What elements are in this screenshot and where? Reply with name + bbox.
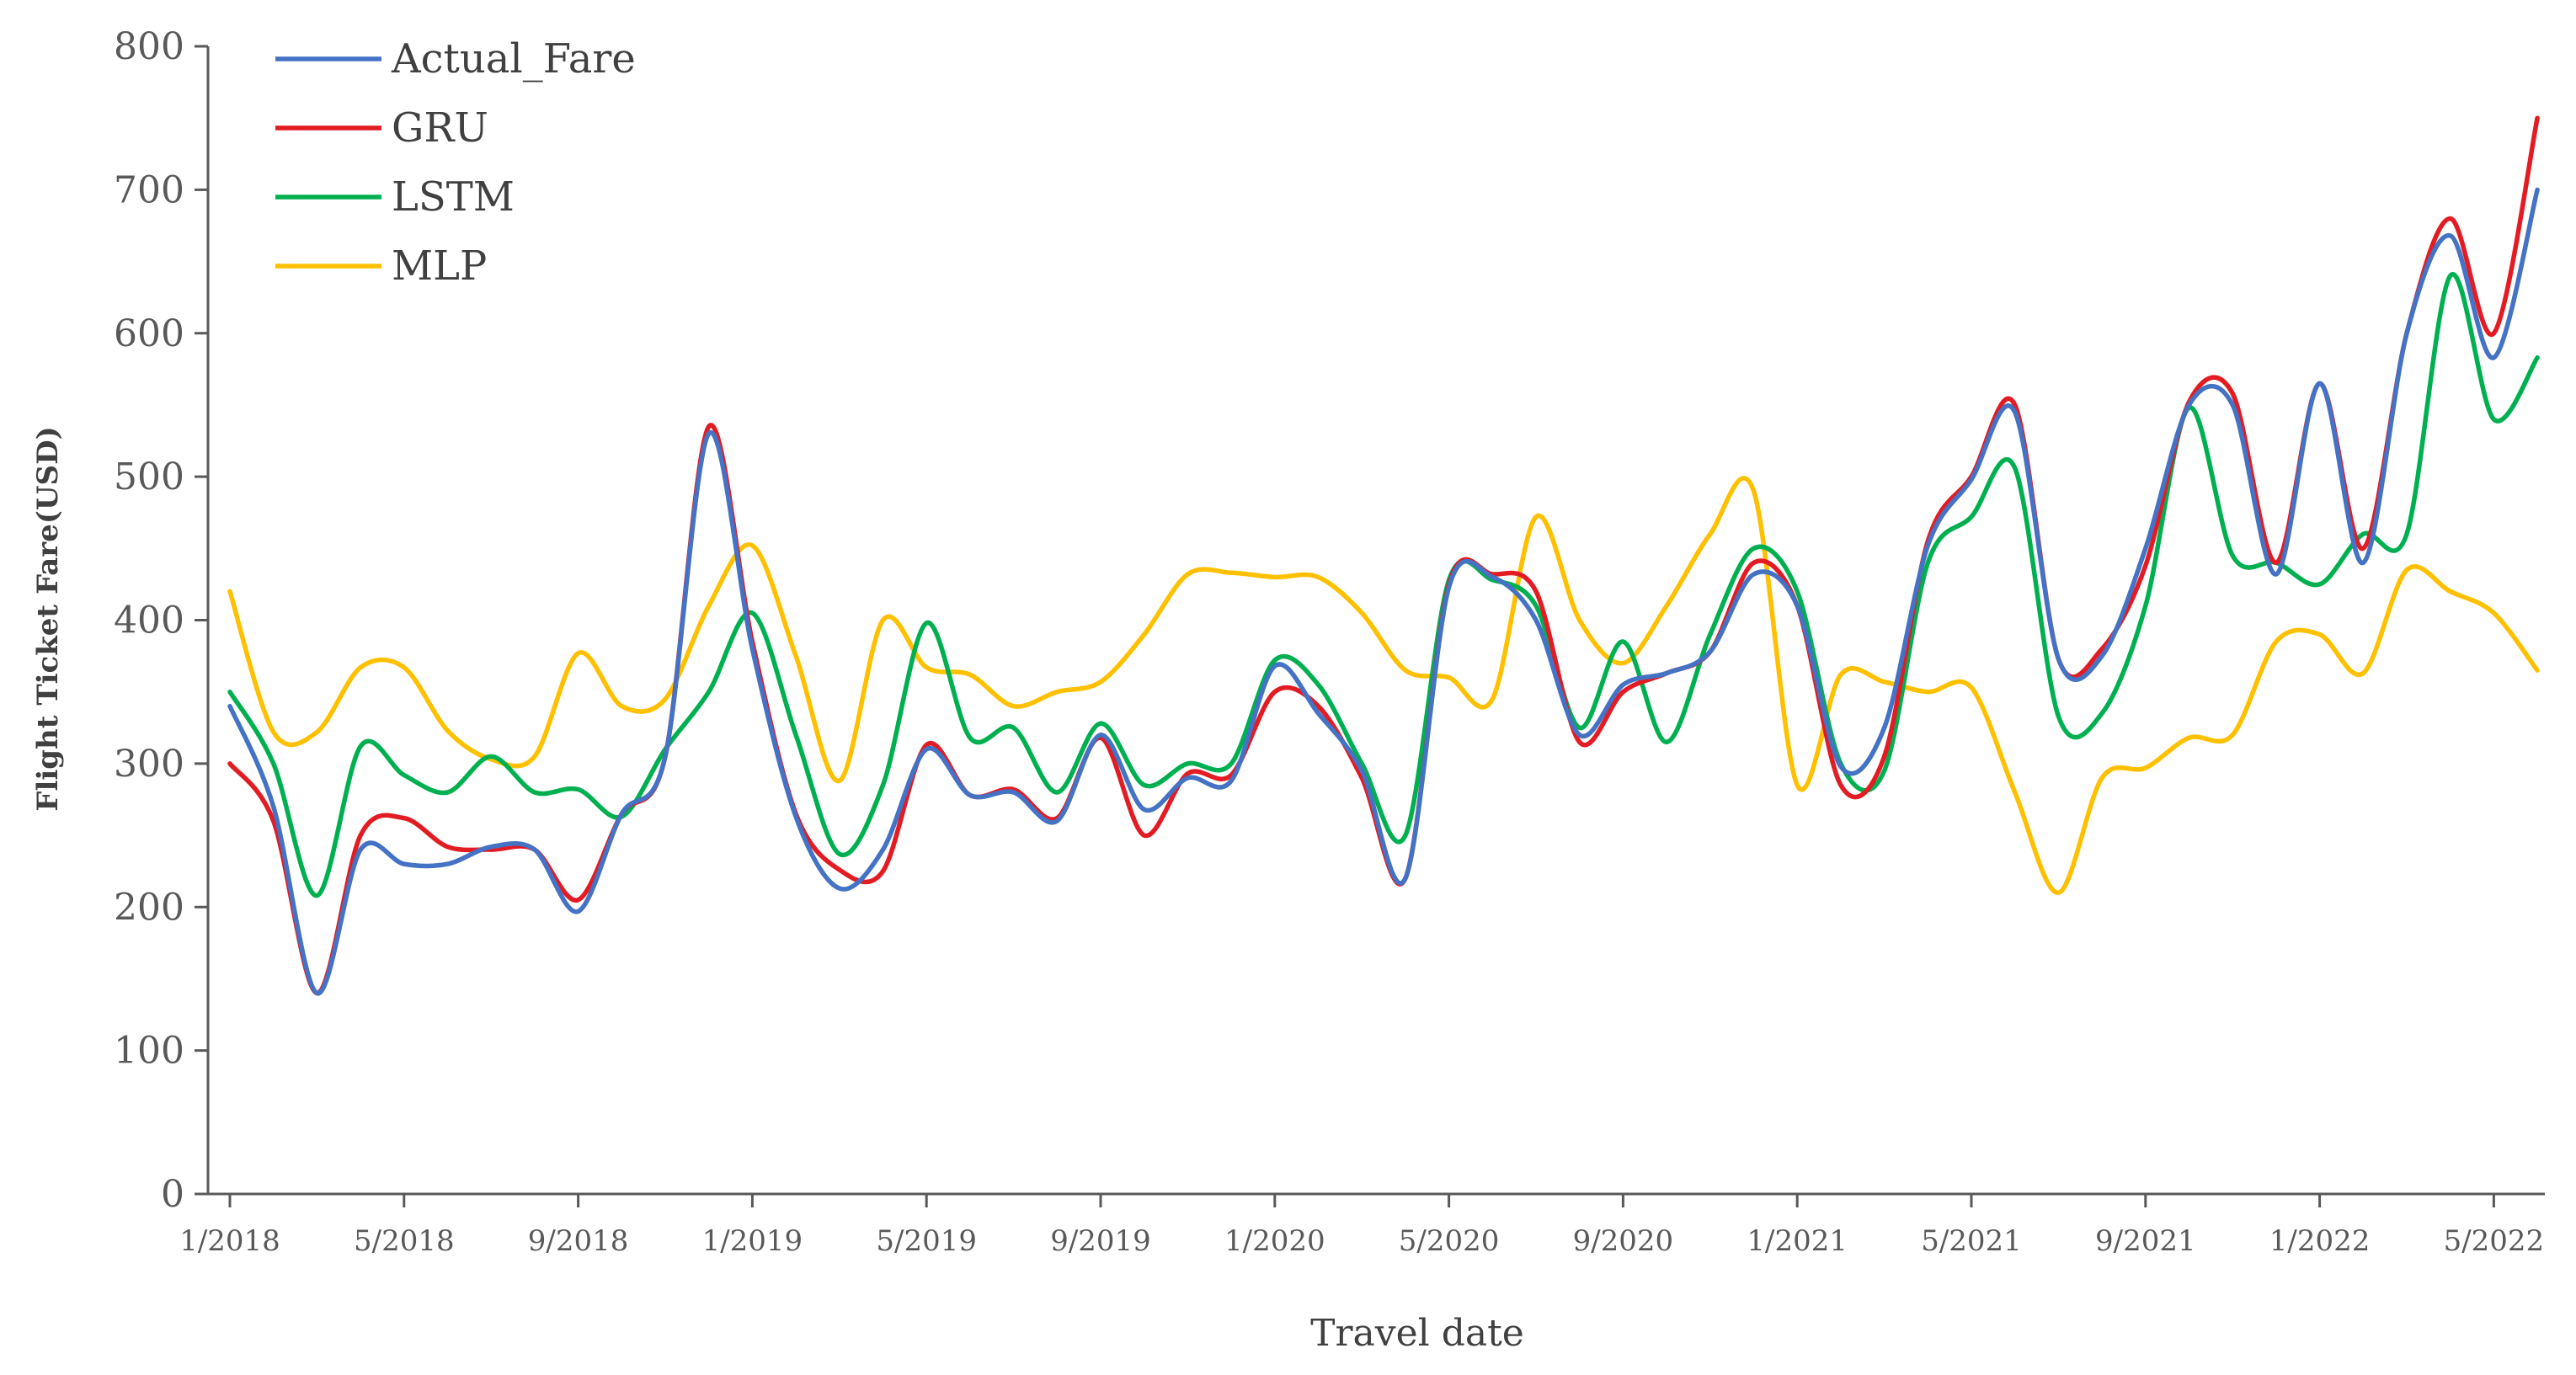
x-tick-label: 5/2021	[1921, 1224, 2022, 1258]
y-axis-title: Flight Ticket Fare(USD)	[31, 426, 65, 811]
x-tick-label: 5/2019	[876, 1224, 977, 1258]
x-tick-label: 1/2019	[702, 1224, 803, 1258]
y-tick-label: 100	[114, 1030, 184, 1073]
series-line-actual-fare	[227, 187, 2540, 996]
y-tick-label: 500	[114, 456, 184, 498]
series-line-lstm	[227, 271, 2540, 898]
plot-lines	[227, 115, 2540, 996]
y-tick-label: 300	[114, 743, 184, 786]
y-tick-label: 800	[114, 25, 184, 68]
legend: Actual_Fare GRU LSTM MLP	[275, 35, 636, 290]
x-tick-label: 1/2021	[1747, 1224, 1848, 1258]
x-tick-label: 1/2022	[2269, 1224, 2371, 1258]
y-tick-label: 700	[114, 168, 184, 211]
x-tick-label: 9/2020	[1573, 1224, 1674, 1258]
x-tick-label: 5/2018	[354, 1224, 455, 1258]
y-tick-label: 200	[114, 886, 184, 929]
y-ticks: 0 100 200 300 400 500 600 700 800	[114, 25, 208, 1216]
x-tick-label: 9/2021	[2095, 1224, 2196, 1258]
x-axis-title: Travel date	[1310, 1312, 1524, 1355]
y-tick-label: 0	[161, 1173, 184, 1216]
legend-label-lstm: LSTM	[392, 173, 515, 221]
y-tick-label: 600	[114, 312, 184, 355]
series-line-mlp	[227, 476, 2540, 895]
x-tick-label: 9/2018	[528, 1224, 629, 1258]
x-tick-label: 9/2019	[1050, 1224, 1151, 1258]
legend-label-mlp: MLP	[392, 242, 487, 290]
x-tick-label: 1/2018	[179, 1224, 280, 1258]
x-ticks: 1/2018 5/2018 9/2018 1/2019 5/2019 9/2019 1/20…	[179, 1194, 2544, 1258]
x-tick-label: 1/2020	[1224, 1224, 1325, 1258]
series-line-gru	[227, 115, 2540, 996]
y-tick-label: 400	[114, 600, 184, 642]
x-tick-label: 5/2022	[2444, 1224, 2545, 1258]
legend-label-actual-fare: Actual_Fare	[391, 35, 636, 83]
legend-label-gru: GRU	[392, 104, 488, 152]
x-tick-label: 5/2020	[1399, 1224, 1500, 1258]
